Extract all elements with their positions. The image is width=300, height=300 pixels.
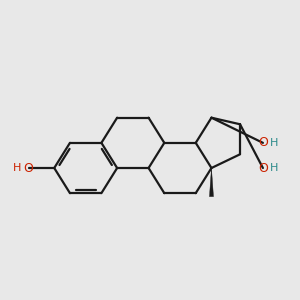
Text: O: O: [24, 161, 33, 175]
Polygon shape: [209, 168, 214, 197]
Text: H: H: [270, 163, 278, 173]
Text: O: O: [258, 136, 268, 149]
Text: O: O: [258, 161, 268, 175]
Text: H: H: [13, 163, 21, 173]
Text: H: H: [270, 138, 278, 148]
